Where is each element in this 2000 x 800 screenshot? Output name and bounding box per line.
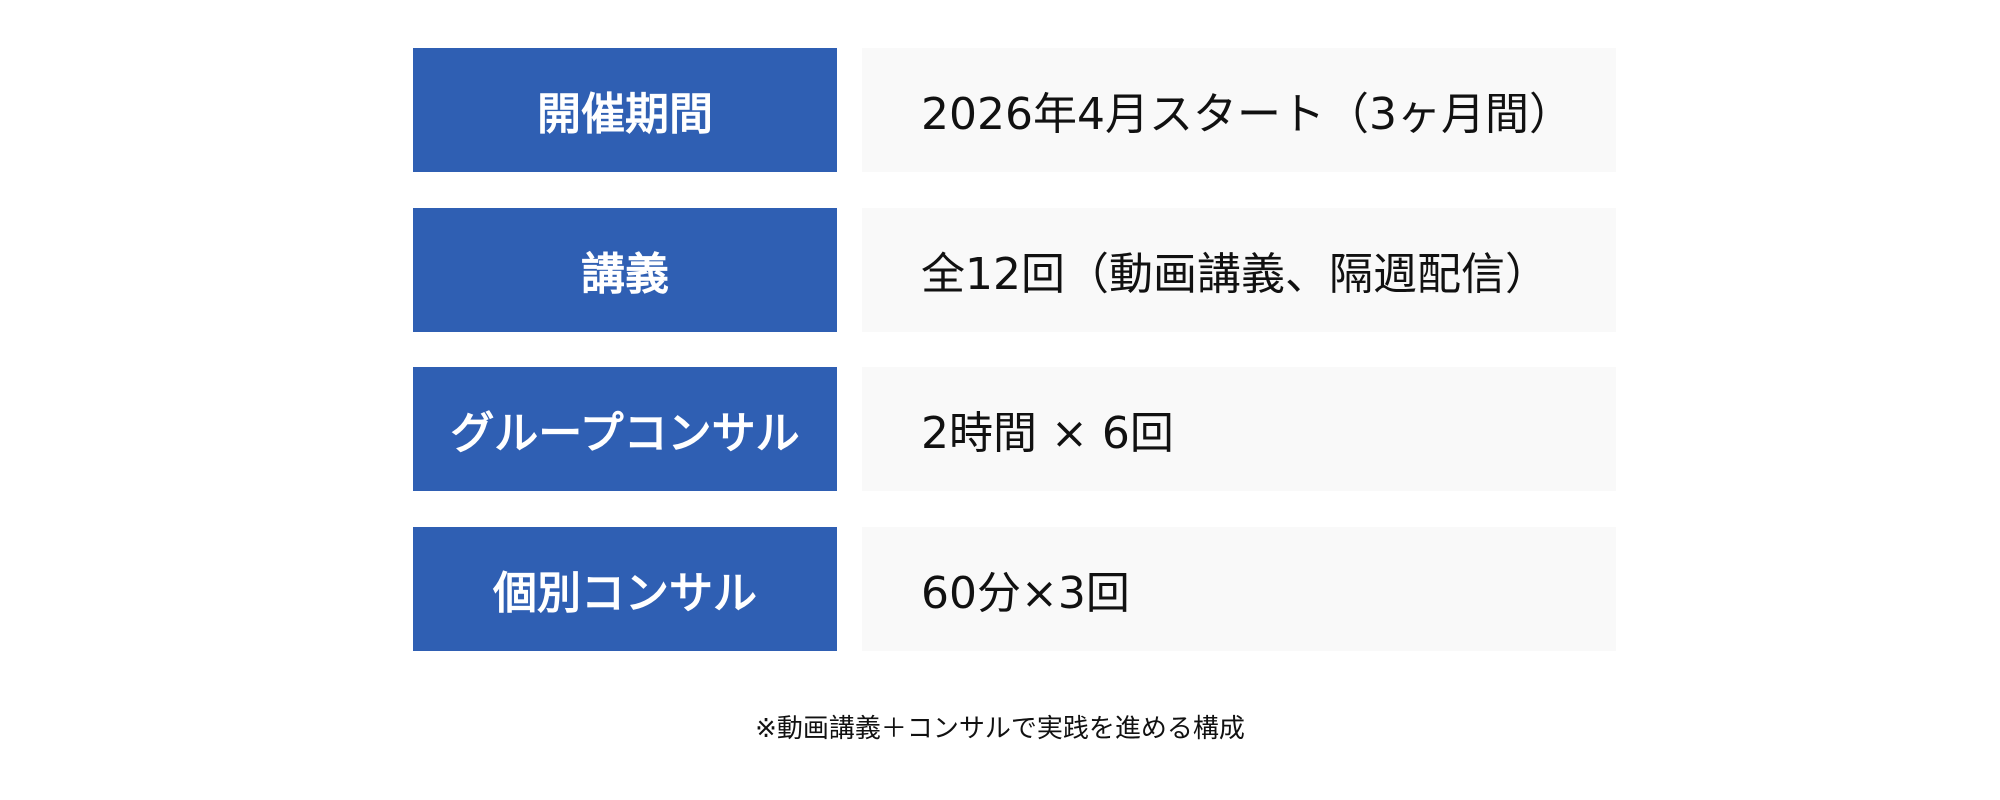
row-label: 講義: [413, 208, 837, 332]
row-label: 個別コンサル: [413, 527, 837, 651]
row-label: 開催期間: [413, 48, 837, 172]
info-row-group-consult: グループコンサル 2時間 × 6回: [413, 367, 1616, 491]
row-value: 2026年4月スタート（3ヶ月間）: [862, 48, 1616, 172]
row-label: グループコンサル: [413, 367, 837, 491]
footnote: ※動画講義＋コンサルで実践を進める構成: [755, 714, 1245, 744]
info-row-period: 開催期間 2026年4月スタート（3ヶ月間）: [413, 48, 1616, 172]
row-value: 全12回（動画講義、隔週配信）: [862, 208, 1616, 332]
info-row-individual-consult: 個別コンサル 60分×3回: [413, 527, 1616, 651]
row-value: 2時間 × 6回: [862, 367, 1616, 491]
info-row-lectures: 講義 全12回（動画講義、隔週配信）: [413, 208, 1616, 332]
row-value: 60分×3回: [862, 527, 1616, 651]
